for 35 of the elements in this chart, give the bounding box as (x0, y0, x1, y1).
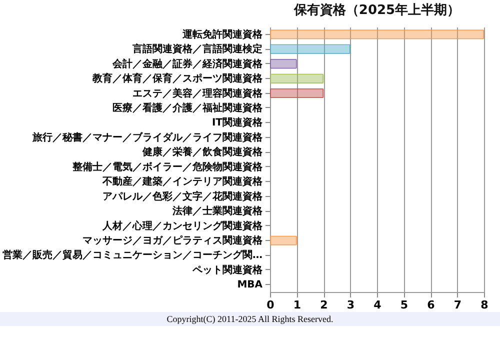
x-tick-label: 6 (427, 298, 436, 312)
text: Copyright(C) 2011-2025 All Rights Reserved. (0, 312, 500, 326)
y-tick-label: 会計／金融／証券／経済関連資格 (112, 58, 264, 70)
y-tick-label: 不動産／建築／インテリア関連資格 (102, 176, 264, 188)
y-tick-label: IT関連資格 (212, 116, 264, 129)
y-tick-label: 人材／心理／カンセリング関連資格 (102, 220, 264, 232)
x-tick-label: 7 (454, 298, 462, 312)
y-tick-label: 営業／販売／貿易／コミュニケーション／コーチング関… (2, 249, 262, 262)
x-tick-label: 0 (266, 298, 275, 312)
bar (270, 44, 350, 54)
y-tick-label: ペット関連資格 (192, 264, 264, 276)
y-tick-label: マッサージ／ヨガ／ピラティス関連資格 (82, 234, 264, 246)
y-tick-label: MBA (237, 280, 263, 291)
y-tick-label: アパレル／色彩／文字／花関連資格 (102, 190, 264, 202)
y-tick-label: 言語関連資格／言語関連検定 (132, 43, 262, 56)
y-tick-label: 医療／看護／介護／福祉関連資格 (112, 102, 264, 114)
y-tick-label: 健康／栄養／飲食関連資格 (142, 146, 264, 158)
y-tick-label: エステ／美容／理容関連資格 (132, 87, 264, 100)
y-tick-label: 教育／体育／保育／スポーツ関連資格 (92, 72, 264, 85)
y-tick-label: 旅行／秘書／マナー／ブライダル／ライフ関連資格 (32, 131, 264, 144)
x-tick-label: 4 (374, 298, 382, 312)
bar (270, 74, 324, 84)
x-tick-label: 5 (400, 298, 408, 312)
x-tick-label: 8 (480, 298, 488, 312)
x-tick-label: 1 (293, 298, 302, 312)
bar (270, 59, 297, 69)
x-tick-label: 2 (320, 298, 328, 312)
chart-title: 保有資格（2025年上半期） (292, 3, 460, 18)
bar (270, 88, 324, 98)
y-tick-label: 法律／士業関連資格 (172, 205, 264, 218)
y-tick-label: 運転免許関連資格 (182, 28, 264, 40)
x-tick-label: 3 (346, 298, 355, 312)
bar (270, 236, 297, 246)
bar (270, 30, 484, 40)
y-tick-label: 整備士／電気／ボイラー／危険物関連資格 (72, 160, 264, 173)
